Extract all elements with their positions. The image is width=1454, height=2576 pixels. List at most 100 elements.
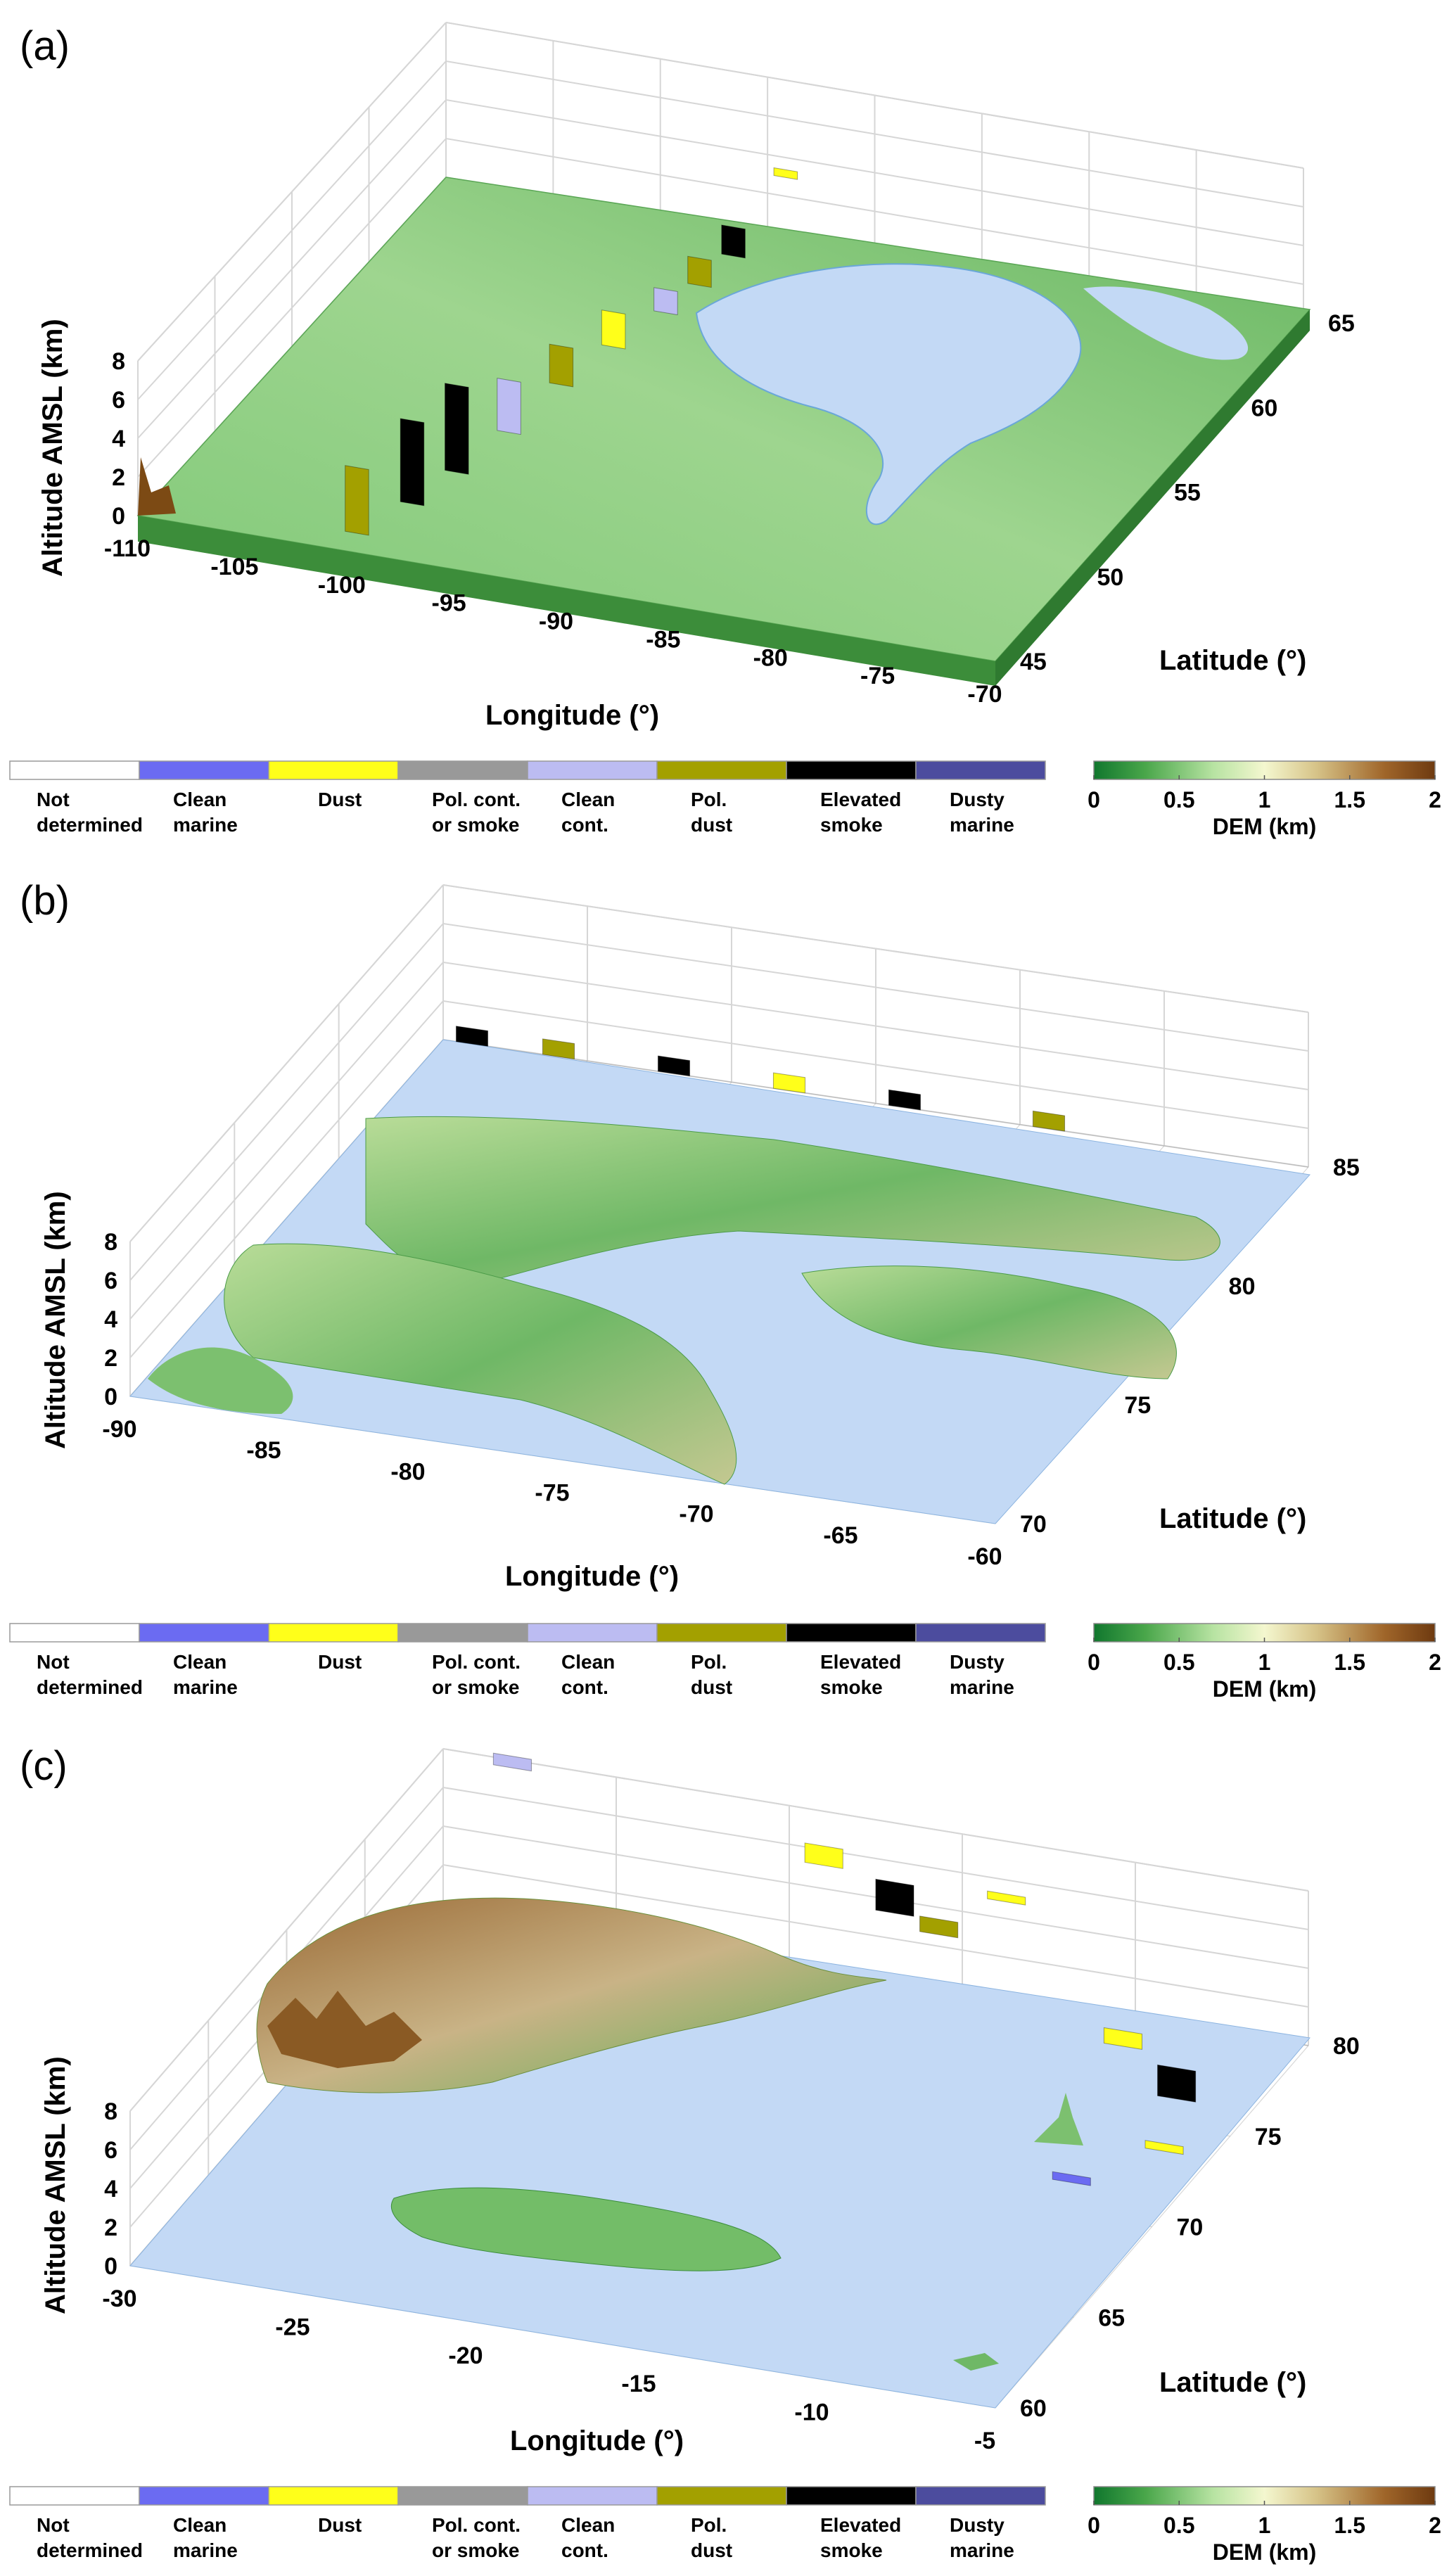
z-tick-label: 2 [104,2214,117,2241]
aerosol-legend-label: Dust [318,789,362,810]
aerosol-legend-swatch [268,2486,399,2506]
x-tick-label: -100 [318,572,366,599]
aerosol-column [657,1055,691,1077]
x-tick-label: -30 [102,2285,136,2312]
aerosol-legend-swatch [397,2486,528,2506]
aerosol-column [549,343,574,388]
panel-b-ylabel: Latitude (°) [1159,1503,1306,1534]
aerosol-legend-swatch [786,760,917,780]
aerosol-legend-label: Clean [173,1651,227,1673]
y-tick-label: 60 [1251,395,1278,421]
aerosol-column [542,1038,575,1060]
dem-tick-label: 2 [1429,787,1441,812]
aerosol-legend-swatch [397,760,528,780]
aerosol-legend-label: Clean [173,2514,227,2536]
aerosol-legend-label: determined [37,1676,143,1698]
aerosol-legend-swatch [915,1623,1046,1643]
aerosol-legend-label: Pol. cont. [432,1651,521,1673]
x-tick-label: -105 [210,554,258,580]
aerosol-legend-label: cont. [561,814,608,836]
aerosol-column [888,1089,921,1111]
aerosol-legend-swatch [139,760,269,780]
aerosol-legend-swatch [915,2486,1046,2506]
aerosol-legend-label: Elevated [820,2514,901,2536]
aerosol-column [400,418,425,506]
dem-tick-label: 2 [1429,2513,1441,2538]
y-tick-label: 75 [1124,1392,1151,1419]
dem-colorbar-label: DEM (km) [1213,814,1317,839]
aerosol-legend-label: Elevated [820,789,901,810]
aerosol-column [687,255,712,288]
aerosol-column [1144,2140,1184,2155]
panel-a-xlabel: Longitude (°) [485,700,659,731]
z-tick-label: 6 [112,387,125,414]
panel-b-terrain [129,1039,1310,1524]
dem-tick-label: 1.5 [1334,2513,1365,2538]
aerosol-legend-label: Pol. [691,1651,727,1673]
panel-b-ticks: -90 -85 -80 -75 -70 -65 -60 70 75 80 85 0 2 4 6 8 [102,1154,1359,1570]
aerosol-column [1157,2064,1197,2103]
aerosol-column [345,465,369,536]
aerosol-column [1032,1110,1066,1132]
aerosol-column [919,1915,959,1939]
x-tick-label: -75 [860,663,895,689]
panel-a-label: (a) [20,23,70,69]
x-tick-label: -80 [390,1458,425,1485]
aerosol-legend-label: Dusty [950,1651,1005,1673]
x-tick-label: -70 [967,681,1002,708]
aerosol-legend-label: marine [173,814,238,836]
z-tick-label: 4 [104,2176,117,2202]
aerosol-legend-swatch [656,2486,787,2506]
aerosol-legend-label: determined [37,2539,143,2561]
z-tick-label: 0 [112,503,125,530]
aerosol-legend-label: marine [950,2539,1014,2561]
dem-tick-label: 2 [1429,1650,1441,1675]
aerosol-legend-label: Not [37,2514,70,2536]
y-tick-label: 80 [1229,1273,1256,1300]
dem-colorbar-label: DEM (km) [1213,2539,1317,2565]
z-tick-label: 6 [104,2137,117,2164]
panel-b: (b) -90 -85 -80 -75 -70 -65 -60 70 75 80 85 0 2 4 6 8 L… [20,878,1360,1592]
aerosol-legend-swatch [9,2486,140,2506]
panel-a-zlabel: Altitude AMSL (km) [37,319,68,577]
aerosol-legend-label: or smoke [432,1676,520,1698]
aerosol-legend-label: Dusty [950,789,1005,810]
x-tick-label: -90 [539,608,573,635]
panel-a-terrain [136,177,1311,686]
panel-c-ticks: -30 -25 -20 -15 -10 -5 60 65 70 75 80 0 2 4 6 8 [102,2033,1359,2454]
aerosol-legend-swatch [656,1623,787,1643]
aerosol-legend-label: Pol. [691,789,727,810]
y-tick-label: 65 [1098,2304,1125,2331]
dem-tick-label: 1.5 [1334,787,1365,812]
x-tick-label: -15 [621,2371,656,2397]
aerosol-legend-label: or smoke [432,814,520,836]
aerosol-column [773,167,798,180]
y-tick-label: 75 [1255,2124,1282,2150]
z-tick-label: 4 [104,1306,117,1333]
dem-tick-label: 0 [1088,787,1100,812]
x-tick-label: -75 [535,1480,569,1507]
panel-a-aerosol-columns [345,167,798,536]
aerosol-legend-label: Not [37,1651,70,1673]
x-tick-label: -95 [432,590,466,617]
aerosol-column [601,310,626,350]
aerosol-column [721,224,746,259]
aerosol-column [492,1752,532,1772]
aerosol-legend-label: Pol. cont. [432,2514,521,2536]
panel-c-xlabel: Longitude (°) [510,2425,684,2456]
x-tick-label: -25 [275,2314,310,2340]
panel-b-zlabel: Altitude AMSL (km) [40,1191,71,1449]
dem-tick-label: 1.5 [1334,1650,1365,1675]
x-tick-label: -70 [679,1501,713,1528]
aerosol-column [875,1878,914,1917]
aerosol-legend-swatch [268,1623,399,1643]
z-tick-label: 0 [104,2253,117,2280]
aerosol-legend-label: Pol. cont. [432,789,521,810]
aerosol-legend-label: cont. [561,1676,608,1698]
x-tick-label: -85 [646,626,680,653]
panel-a: (a) -110 -105 -100 -95 -90 -85 -80 -75 -70 45 50 55… [20,22,1355,731]
aerosol-legend-swatch [786,1623,917,1643]
x-tick-label: -110 [104,535,151,562]
aerosol-legend-label: or smoke [432,2539,520,2561]
aerosol-column [1103,2027,1143,2050]
